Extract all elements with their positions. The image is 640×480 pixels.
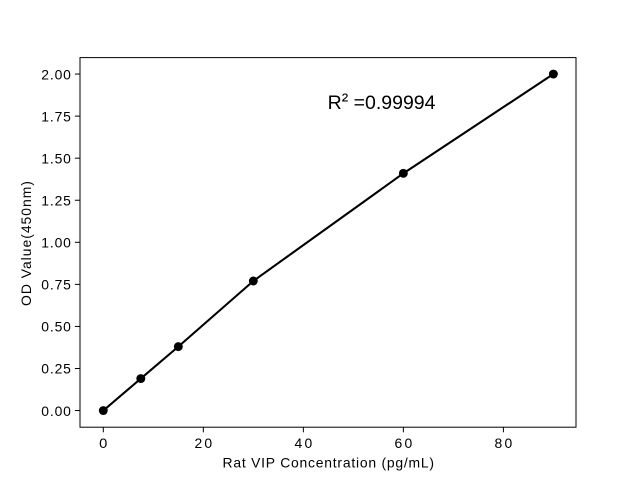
svg-text:1.50: 1.50 [41,150,71,166]
svg-text:1.75: 1.75 [41,108,71,124]
svg-text:1.00: 1.00 [41,235,71,251]
svg-text:0.25: 0.25 [41,361,71,377]
svg-text:20: 20 [194,435,212,451]
svg-text:2.00: 2.00 [41,66,71,82]
svg-text:0.00: 0.00 [41,403,71,419]
svg-text:1.25: 1.25 [41,192,71,208]
svg-text:80: 80 [495,435,513,451]
svg-text:40: 40 [294,435,312,451]
svg-text:0: 0 [99,435,107,451]
svg-text:OD Value(450nm): OD Value(450nm) [18,181,34,306]
svg-text:0.50: 0.50 [41,319,71,335]
svg-text:60: 60 [395,435,413,451]
svg-text:R² =0.99994: R² =0.99994 [328,90,436,114]
svg-text:Rat VIP Concentration (pg/mL): Rat VIP Concentration (pg/mL) [223,454,435,470]
svg-text:0.75: 0.75 [41,277,71,293]
